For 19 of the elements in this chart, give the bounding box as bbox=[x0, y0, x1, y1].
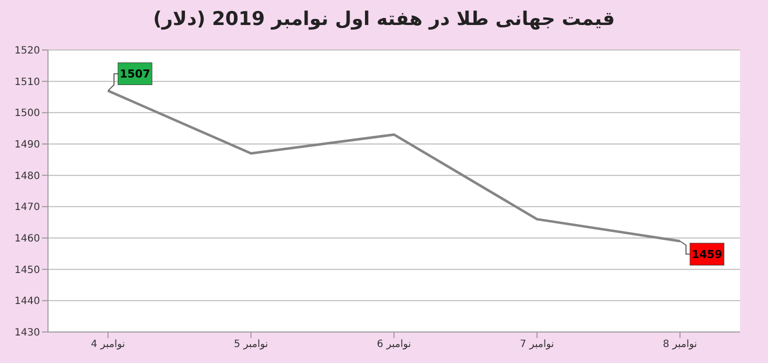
x-tick-label: 4 نوامبر bbox=[90, 339, 126, 350]
chart-title: قیمت جهانی طلا در هفته اول نوامبر 2019 (دلار) bbox=[152, 8, 616, 30]
y-tick-label: 1510 bbox=[14, 76, 40, 88]
y-tick-label: 1450 bbox=[14, 264, 40, 276]
y-tick-label: 1430 bbox=[14, 328, 40, 339]
y-tick-label: 1500 bbox=[14, 108, 40, 120]
y-tick-label: 1470 bbox=[14, 202, 40, 214]
data-label: 1459 bbox=[692, 248, 722, 262]
x-tick-label: 6 نوامبر bbox=[376, 339, 412, 350]
y-tick-label: 1440 bbox=[14, 296, 40, 308]
y-tick-label: 1460 bbox=[14, 234, 40, 245]
line-series bbox=[106, 89, 682, 242]
y-tick-label: 1490 bbox=[14, 140, 40, 151]
y-tick-label: 1480 bbox=[14, 170, 40, 182]
x-tick-label: 7 نوامبر bbox=[520, 339, 554, 350]
data-label: 1507 bbox=[120, 68, 150, 81]
x-tick-label: 5 نوامبر bbox=[234, 339, 268, 350]
y-tick-label: 1520 bbox=[14, 46, 40, 57]
x-tick-label: 8 نوامبر bbox=[662, 339, 698, 350]
